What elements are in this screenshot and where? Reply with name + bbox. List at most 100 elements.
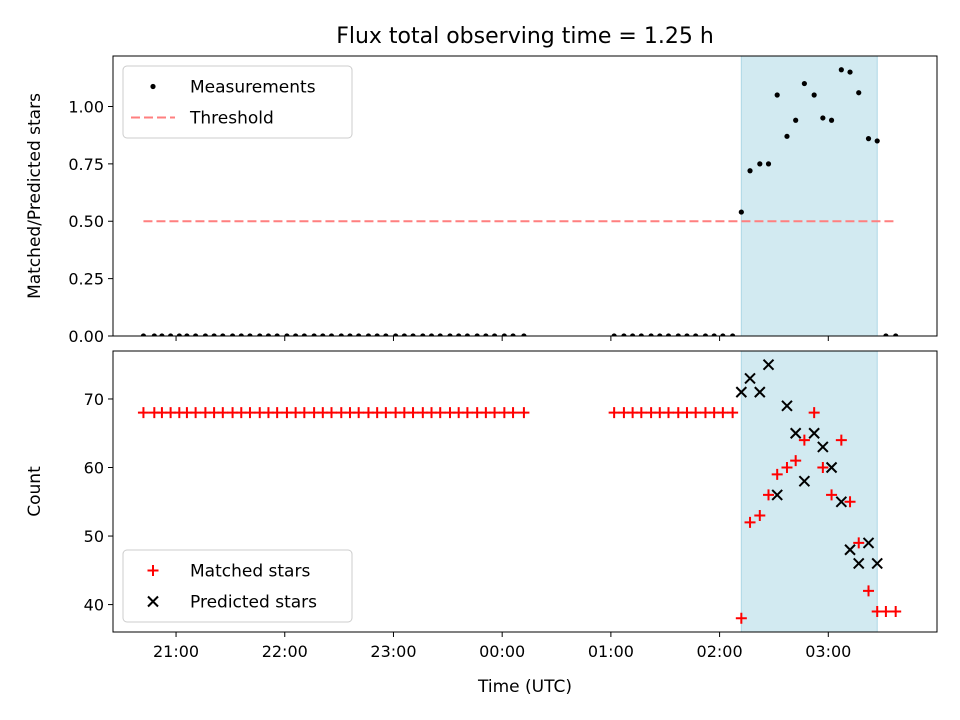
y-tick-label: 0.00 — [68, 327, 104, 346]
measurement-point — [456, 333, 462, 336]
legend-box — [122, 549, 353, 623]
legend-marker-x — [147, 595, 159, 608]
y-tick-label: 0.25 — [68, 270, 104, 289]
measurement-point — [293, 333, 299, 336]
matched-star-point — [353, 407, 365, 419]
matched-star-point — [735, 612, 747, 624]
matched-star-point — [790, 455, 802, 467]
measurement-point — [828, 117, 835, 123]
measurement-point — [874, 138, 880, 144]
measurement-point — [765, 161, 772, 167]
matched-star-point — [635, 407, 647, 419]
measurement-point — [211, 333, 217, 336]
measurement-point — [793, 117, 799, 123]
measurement-point — [284, 333, 290, 336]
legend-label: Matched stars — [190, 562, 310, 582]
measurement-point — [657, 333, 663, 336]
x-tick-label: 22:00 — [262, 642, 308, 661]
measurement-point — [193, 333, 199, 336]
y-tick-label: 0.50 — [68, 212, 104, 231]
measurement-point — [220, 333, 226, 336]
measurement-point — [420, 333, 426, 336]
legend-marker-plus — [147, 565, 159, 576]
y-axis-label: Count — [25, 466, 45, 517]
measurement-point — [301, 333, 307, 336]
predicted-star-point — [825, 461, 838, 474]
measurement-point — [491, 333, 498, 336]
y-tick-label: 1.00 — [68, 97, 104, 116]
measurement-point — [229, 333, 236, 336]
measurement-point — [447, 333, 453, 336]
measurement-point — [168, 333, 174, 336]
predicted-star-point — [835, 496, 848, 508]
measurement-point — [140, 333, 147, 336]
predicted-star-point — [771, 489, 783, 501]
matched-star-point — [217, 407, 229, 419]
legend-label: Measurements — [190, 78, 316, 98]
ratio-panel: 0.00 0.25 0.50 0.75 1.00 Matched/Predicted st… — [25, 55, 938, 346]
legend-label: Predicted stars — [190, 593, 317, 613]
measurement-point — [665, 333, 672, 336]
matched-star-point — [727, 407, 739, 419]
measurement-point — [274, 333, 280, 336]
measurement-point — [338, 333, 344, 336]
matched-star-point — [690, 407, 702, 419]
measurement-point — [675, 333, 681, 336]
legend-box — [122, 65, 353, 139]
plot-area — [137, 351, 902, 632]
measurement-point — [347, 333, 353, 336]
measurement-point — [784, 133, 790, 139]
measurement-point — [865, 136, 872, 142]
measurement-point — [265, 333, 272, 336]
matched-star-point — [244, 407, 256, 419]
measurement-point — [483, 333, 489, 336]
measurement-point — [393, 333, 399, 336]
plot-area — [140, 56, 899, 336]
predicted-star-point — [735, 386, 748, 398]
chart-title: Flux total observing time = 1.25 h — [336, 24, 714, 49]
matched-star-point — [744, 516, 756, 528]
measurement-point — [410, 333, 416, 336]
matched-star-point — [863, 585, 875, 597]
measurement-point — [730, 333, 736, 336]
matched-star-point — [518, 407, 530, 419]
matched-star-point — [781, 462, 793, 474]
measurement-point — [820, 115, 826, 121]
measurement-point — [320, 333, 326, 336]
predicted-star-point — [754, 386, 766, 398]
measurement-point — [702, 333, 709, 336]
measurement-point — [401, 333, 407, 336]
measurement-point — [774, 92, 780, 98]
measurement-point — [521, 333, 527, 336]
measurement-point — [238, 333, 244, 336]
measurement-point — [374, 333, 380, 336]
measurement-point — [747, 168, 753, 174]
measurement-point — [176, 333, 182, 336]
measurement-point — [311, 333, 317, 336]
measurement-point — [648, 333, 654, 336]
matched-star-point — [190, 407, 202, 419]
matched-star-point — [817, 462, 829, 474]
axes-frame — [112, 55, 938, 337]
predicted-star-point — [871, 557, 883, 570]
measurement-point — [711, 333, 717, 336]
legend-item: Measurements — [150, 78, 316, 98]
matched-star-point — [754, 509, 766, 521]
matched-star-point — [507, 407, 519, 419]
matched-star-point — [890, 605, 902, 617]
matched-star-point — [608, 407, 620, 419]
matched-star-point — [880, 605, 892, 617]
measurement-point — [328, 333, 335, 336]
measurement-point — [247, 333, 253, 336]
measurement-point — [151, 333, 157, 336]
measurement-point — [611, 333, 617, 336]
y-tick-label: 0.75 — [68, 155, 104, 174]
matched-star-point — [798, 434, 810, 446]
matched-star-point — [326, 407, 338, 419]
matched-star-point — [137, 407, 149, 419]
legend: Measurements Threshold — [122, 65, 353, 139]
legend-label: Threshold — [189, 109, 274, 129]
predicted-star-point — [862, 537, 875, 549]
predicted-star-point — [808, 427, 820, 439]
